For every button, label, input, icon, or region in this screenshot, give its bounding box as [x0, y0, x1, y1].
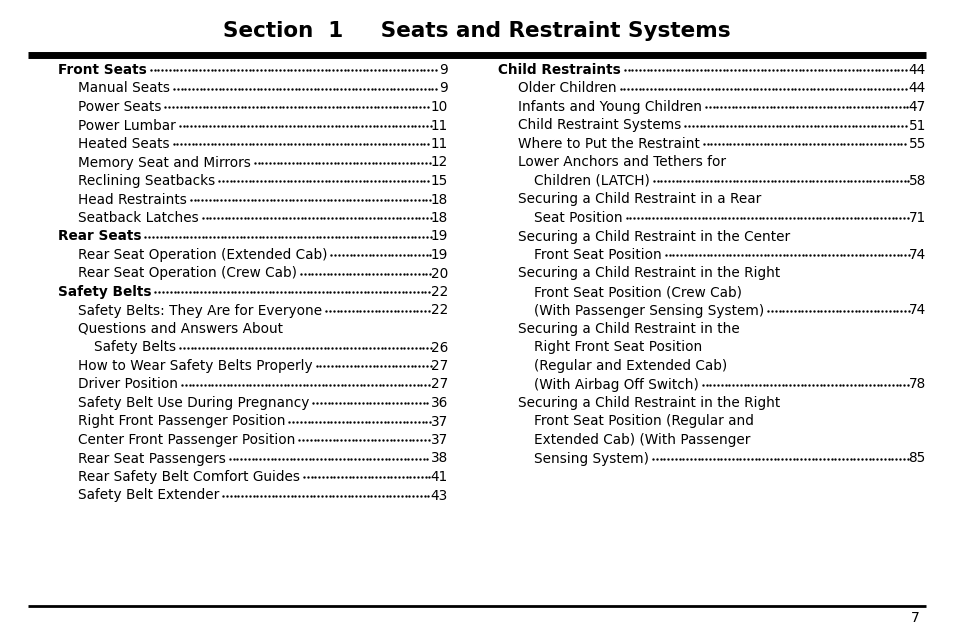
Text: 44: 44: [908, 81, 925, 95]
Text: 37: 37: [431, 433, 448, 447]
Text: Securing a Child Restraint in a Rear: Securing a Child Restraint in a Rear: [517, 193, 760, 207]
Text: How to Wear Safety Belts Properly: How to Wear Safety Belts Properly: [78, 359, 313, 373]
Text: Older Children: Older Children: [517, 81, 616, 95]
Text: Safety Belt Use During Pregnancy: Safety Belt Use During Pregnancy: [78, 396, 309, 410]
Text: 47: 47: [908, 100, 925, 114]
Text: Seatback Latches: Seatback Latches: [78, 211, 198, 225]
Text: 22: 22: [431, 303, 448, 317]
Text: Sensing System): Sensing System): [534, 452, 648, 466]
Text: 38: 38: [431, 452, 448, 466]
Text: Rear Seats: Rear Seats: [58, 230, 141, 244]
Text: 58: 58: [907, 174, 925, 188]
Text: Questions and Answers About: Questions and Answers About: [78, 322, 283, 336]
Text: Lower Anchors and Tethers for: Lower Anchors and Tethers for: [517, 155, 725, 170]
Text: 15: 15: [430, 174, 448, 188]
Text: Reclining Seatbacks: Reclining Seatbacks: [78, 174, 215, 188]
Text: 18: 18: [431, 211, 448, 225]
Text: 36: 36: [431, 396, 448, 410]
Text: (Regular and Extended Cab): (Regular and Extended Cab): [534, 359, 726, 373]
Text: 26: 26: [431, 340, 448, 354]
Text: 20: 20: [431, 266, 448, 280]
Text: 12: 12: [431, 155, 448, 170]
Text: Power Lumbar: Power Lumbar: [78, 118, 175, 132]
Text: Safety Belt Extender: Safety Belt Extender: [78, 488, 219, 502]
Text: Securing a Child Restraint in the Right: Securing a Child Restraint in the Right: [517, 266, 780, 280]
Text: Power Seats: Power Seats: [78, 100, 161, 114]
Text: 74: 74: [908, 248, 925, 262]
Text: 55: 55: [907, 137, 925, 151]
Text: Extended Cab) (With Passenger: Extended Cab) (With Passenger: [534, 433, 750, 447]
Text: 71: 71: [908, 211, 925, 225]
Text: Driver Position: Driver Position: [78, 378, 178, 392]
Text: 37: 37: [431, 415, 448, 429]
Text: 74: 74: [908, 303, 925, 317]
Text: Head Restraints: Head Restraints: [78, 193, 187, 207]
Text: Securing a Child Restraint in the Right: Securing a Child Restraint in the Right: [517, 396, 780, 410]
Text: Center Front Passenger Position: Center Front Passenger Position: [78, 433, 295, 447]
Text: Rear Seat Operation (Crew Cab): Rear Seat Operation (Crew Cab): [78, 266, 296, 280]
Text: Front Seat Position (Crew Cab): Front Seat Position (Crew Cab): [534, 285, 741, 299]
Text: Child Restraint Systems: Child Restraint Systems: [517, 118, 680, 132]
Text: 78: 78: [908, 378, 925, 392]
Text: Securing a Child Restraint in the: Securing a Child Restraint in the: [517, 322, 739, 336]
Text: Front Seats: Front Seats: [58, 63, 147, 77]
Text: 18: 18: [431, 193, 448, 207]
Text: 19: 19: [430, 230, 448, 244]
Text: Rear Seat Operation (Extended Cab): Rear Seat Operation (Extended Cab): [78, 248, 327, 262]
Text: Child Restraints: Child Restraints: [497, 63, 620, 77]
Text: Infants and Young Children: Infants and Young Children: [517, 100, 701, 114]
Text: Front Seat Position: Front Seat Position: [534, 248, 661, 262]
Text: Seat Position: Seat Position: [534, 211, 622, 225]
Text: 27: 27: [431, 359, 448, 373]
Text: 41: 41: [431, 470, 448, 484]
Text: Heated Seats: Heated Seats: [78, 137, 170, 151]
Text: Rear Safety Belt Comfort Guides: Rear Safety Belt Comfort Guides: [78, 470, 299, 484]
Text: Memory Seat and Mirrors: Memory Seat and Mirrors: [78, 155, 251, 170]
Text: Right Front Passenger Position: Right Front Passenger Position: [78, 415, 285, 429]
Text: (With Passenger Sensing System): (With Passenger Sensing System): [534, 303, 763, 317]
Text: 7: 7: [910, 611, 919, 625]
Text: Front Seat Position (Regular and: Front Seat Position (Regular and: [534, 415, 753, 429]
Text: Children (LATCH): Children (LATCH): [534, 174, 649, 188]
Text: Safety Belts: Safety Belts: [58, 285, 152, 299]
Text: 22: 22: [431, 285, 448, 299]
Text: Rear Seat Passengers: Rear Seat Passengers: [78, 452, 226, 466]
Text: 11: 11: [431, 137, 448, 151]
Text: Right Front Seat Position: Right Front Seat Position: [534, 340, 701, 354]
Text: Where to Put the Restraint: Where to Put the Restraint: [517, 137, 700, 151]
Text: 9: 9: [438, 81, 448, 95]
Text: Safety Belts: They Are for Everyone: Safety Belts: They Are for Everyone: [78, 303, 322, 317]
Text: Securing a Child Restraint in the Center: Securing a Child Restraint in the Center: [517, 230, 789, 244]
Text: 51: 51: [907, 118, 925, 132]
Text: Safety Belts: Safety Belts: [94, 340, 176, 354]
Text: (With Airbag Off Switch): (With Airbag Off Switch): [534, 378, 699, 392]
Text: Manual Seats: Manual Seats: [78, 81, 170, 95]
Text: 11: 11: [431, 118, 448, 132]
Text: 85: 85: [907, 452, 925, 466]
Text: 10: 10: [431, 100, 448, 114]
Text: 44: 44: [908, 63, 925, 77]
Text: 27: 27: [431, 378, 448, 392]
Text: 19: 19: [430, 248, 448, 262]
Text: 43: 43: [431, 488, 448, 502]
Text: 9: 9: [438, 63, 448, 77]
Text: Section  1     Seats and Restraint Systems: Section 1 Seats and Restraint Systems: [223, 21, 730, 41]
